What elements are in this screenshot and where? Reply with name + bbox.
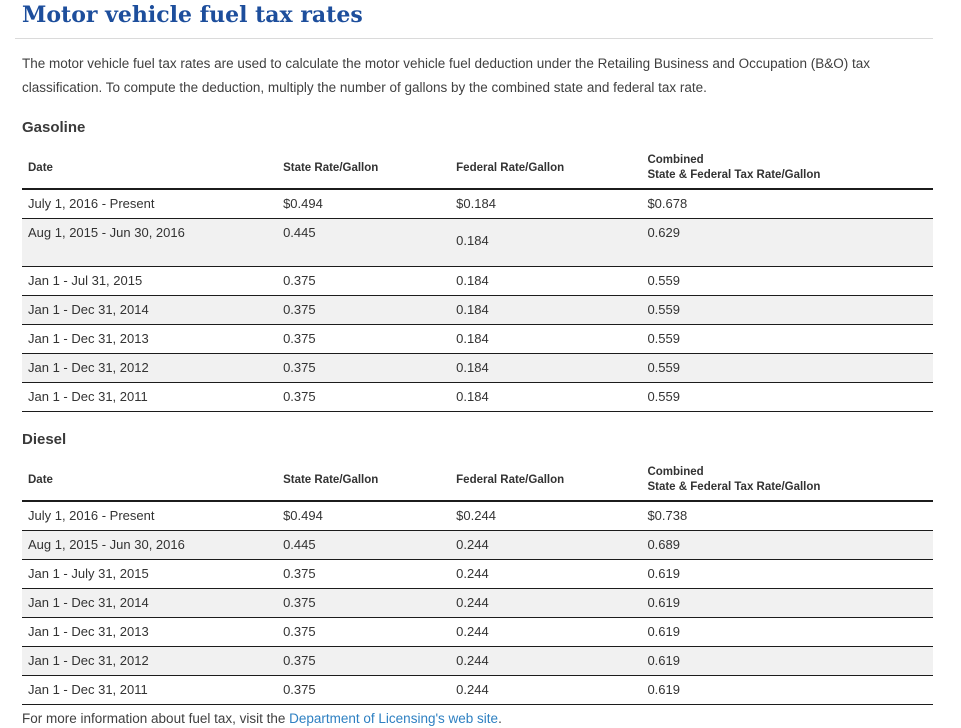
table-cell: 0.184 — [450, 295, 642, 325]
table-cell: 0.445 — [277, 530, 451, 560]
table-cell: 0.375 — [277, 617, 451, 647]
column-header-federal-rate: Federal Rate/Gallon — [450, 460, 642, 502]
table-cell: Aug 1, 2015 - Jun 30, 2016 — [22, 218, 278, 267]
table-cell: 0.375 — [277, 266, 451, 296]
table-cell: 0.375 — [277, 295, 451, 325]
table-cell: 0.629 — [641, 218, 933, 267]
combined-header-line1: Combined — [647, 466, 704, 478]
column-header-combined-rate: Combined State & Federal Tax Rate/Gallon — [641, 460, 933, 502]
table-cell: 0.244 — [450, 646, 642, 676]
table-cell: 0.619 — [641, 617, 933, 647]
table-cell: 0.375 — [277, 353, 451, 383]
table-cell: 0.559 — [641, 324, 933, 354]
table-row: July 1, 2016 - Present $0.494 $0.244 $0.738 — [22, 501, 933, 531]
table-cell: Jan 1 - Dec 31, 2014 — [22, 588, 278, 618]
table-cell: 0.375 — [277, 559, 451, 589]
table-cell: Jan 1 - Dec 31, 2011 — [22, 382, 278, 412]
table-cell: 0.375 — [277, 675, 451, 705]
table-row: July 1, 2016 - Present $0.494 $0.184 $0.678 — [22, 189, 933, 219]
table-cell: 0.619 — [641, 675, 933, 705]
table-cell: Jan 1 - July 31, 2015 — [22, 559, 278, 589]
table-row: Jan 1 - Dec 31, 2013 0.375 0.184 0.559 — [22, 324, 933, 354]
table-row: Jan 1 - Dec 31, 2011 0.375 0.184 0.559 — [22, 382, 933, 412]
intro-paragraph: The motor vehicle fuel tax rates are use… — [22, 56, 870, 95]
table-cell: 0.375 — [277, 588, 451, 618]
table-cell: Jan 1 - Dec 31, 2014 — [22, 295, 278, 325]
table-cell: 0.244 — [450, 675, 642, 705]
table-row: Jan 1 - Dec 31, 2012 0.375 0.184 0.559 — [22, 353, 933, 383]
footer-text-after: . — [498, 711, 502, 726]
gasoline-table-body: July 1, 2016 - Present $0.494 $0.184 $0.678… — [22, 189, 933, 412]
gasoline-rates-table: Date State Rate/Gallon Federal Rate/Gall… — [22, 148, 933, 412]
table-row: Aug 1, 2015 - Jun 30, 2016 0.445 0.244 0.68… — [22, 530, 933, 560]
footer-text-before: For more information about fuel tax, vis… — [22, 711, 290, 726]
table-cell: 0.244 — [450, 617, 642, 647]
column-header-date: Date — [22, 460, 278, 502]
table-cell: Jan 1 - Dec 31, 2013 — [22, 617, 278, 647]
table-cell: $0.244 — [450, 501, 642, 531]
table-cell: 0.559 — [641, 382, 933, 412]
table-cell: 0.184 — [450, 266, 642, 296]
column-header-combined-rate: Combined State & Federal Tax Rate/Gallon — [641, 148, 933, 190]
table-cell: Aug 1, 2015 - Jun 30, 2016 — [22, 530, 278, 560]
column-header-date: Date — [22, 148, 278, 190]
table-cell: 0.559 — [641, 266, 933, 296]
diesel-table-header: Date State Rate/Gallon Federal Rate/Gall… — [22, 460, 933, 502]
table-row: Jan 1 - July 31, 2015 0.375 0.244 0.619 — [22, 559, 933, 589]
table-cell: Jan 1 - Dec 31, 2012 — [22, 646, 278, 676]
table-cell: 0.244 — [450, 588, 642, 618]
table-cell: 0.184 — [450, 218, 642, 267]
table-cell: 0.184 — [450, 324, 642, 354]
table-cell: $0.494 — [277, 189, 451, 219]
title-divider — [15, 38, 933, 39]
footer-note: For more information about fuel tax, vis… — [22, 710, 933, 728]
diesel-rates-table: Date State Rate/Gallon Federal Rate/Gall… — [22, 460, 933, 705]
page-title: Motor vehicle fuel tax rates — [22, 2, 363, 28]
column-header-state-rate: State Rate/Gallon — [277, 148, 451, 190]
table-cell: 0.619 — [641, 646, 933, 676]
table-cell: 0.689 — [641, 530, 933, 560]
table-cell: 0.184 — [450, 382, 642, 412]
table-cell: 0.559 — [641, 353, 933, 383]
column-header-federal-rate: Federal Rate/Gallon — [450, 148, 642, 190]
column-header-state-rate: State Rate/Gallon — [277, 460, 451, 502]
table-cell: 0.619 — [641, 588, 933, 618]
table-row: Jan 1 - Dec 31, 2014 0.375 0.244 0.619 — [22, 588, 933, 618]
table-cell: July 1, 2016 - Present — [22, 501, 278, 531]
diesel-table-body: July 1, 2016 - Present $0.494 $0.244 $0.738… — [22, 501, 933, 705]
combined-header-line1: Combined — [647, 154, 704, 166]
combined-header-line2: State & Federal Tax Rate/Gallon — [647, 169, 821, 181]
section-heading-gasoline: Gasoline — [22, 119, 86, 136]
table-row: Aug 1, 2015 - Jun 30, 2016 0.445 0.184 0.62… — [22, 218, 933, 267]
gasoline-table-header: Date State Rate/Gallon Federal Rate/Gall… — [22, 148, 933, 190]
table-row: Jan 1 - Jul 31, 2015 0.375 0.184 0.559 — [22, 266, 933, 296]
table-cell: Jan 1 - Dec 31, 2013 — [22, 324, 278, 354]
section-heading-diesel: Diesel — [22, 431, 67, 448]
table-cell: Jan 1 - Jul 31, 2015 — [22, 266, 278, 296]
table-cell: 0.619 — [641, 559, 933, 589]
table-row: Jan 1 - Dec 31, 2012 0.375 0.244 0.619 — [22, 646, 933, 676]
table-cell: $0.678 — [641, 189, 933, 219]
table-cell: $0.738 — [641, 501, 933, 531]
table-cell: 0.375 — [277, 646, 451, 676]
table-cell: 0.375 — [277, 382, 451, 412]
table-cell: 0.244 — [450, 530, 642, 560]
table-cell: 0.559 — [641, 295, 933, 325]
table-cell: 0.375 — [277, 324, 451, 354]
table-cell: 0.184 — [450, 353, 642, 383]
table-cell: Jan 1 - Dec 31, 2012 — [22, 353, 278, 383]
table-cell: $0.494 — [277, 501, 451, 531]
table-cell: 0.445 — [277, 218, 451, 267]
table-row: Jan 1 - Dec 31, 2011 0.375 0.244 0.619 — [22, 675, 933, 705]
combined-header-line2: State & Federal Tax Rate/Gallon — [647, 481, 821, 493]
table-cell: Jan 1 - Dec 31, 2011 — [22, 675, 278, 705]
department-of-licensing-link[interactable]: Department of Licensing's web site — [289, 711, 499, 726]
table-cell: July 1, 2016 - Present — [22, 189, 278, 219]
table-row: Jan 1 - Dec 31, 2013 0.375 0.244 0.619 — [22, 617, 933, 647]
table-cell: 0.244 — [450, 559, 642, 589]
table-cell: $0.184 — [450, 189, 642, 219]
table-row: Jan 1 - Dec 31, 2014 0.375 0.184 0.559 — [22, 295, 933, 325]
